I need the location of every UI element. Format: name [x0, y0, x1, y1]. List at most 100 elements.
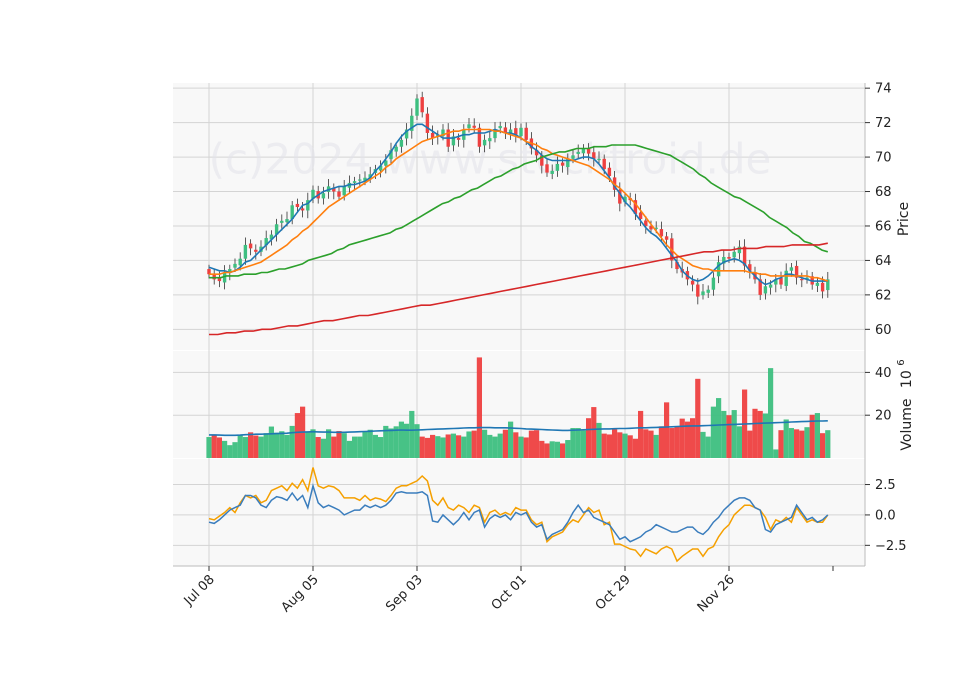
volume-bar: [440, 437, 446, 458]
candle-body: [321, 193, 326, 199]
volume-bar: [206, 437, 212, 458]
candle-body: [716, 262, 721, 277]
candle-body: [711, 277, 716, 290]
candle: [352, 176, 357, 190]
volume-bar: [456, 435, 462, 458]
candle: [378, 160, 383, 178]
macd-tick-label: 0.0: [875, 508, 896, 523]
candle-body: [503, 127, 508, 133]
candle: [706, 285, 710, 298]
candle: [576, 144, 580, 160]
volume-bar: [461, 436, 467, 458]
volume-bar: [305, 431, 311, 458]
candle-body: [467, 124, 471, 129]
volume-bar: [258, 436, 264, 458]
candle-body: [254, 249, 258, 252]
volume-bar: [352, 436, 358, 458]
candle: [623, 192, 627, 207]
candle-body: [758, 279, 762, 295]
candle: [545, 158, 549, 177]
candle: [727, 252, 731, 264]
volume-bar: [222, 440, 228, 458]
candle: [233, 258, 237, 272]
candle-body: [207, 269, 211, 275]
volume-bar: [809, 414, 815, 458]
volume-bar: [658, 426, 664, 458]
volume-bar: [414, 424, 420, 458]
volume-bar: [617, 432, 623, 458]
volume-bar: [450, 433, 456, 458]
volume-bar: [731, 410, 737, 458]
volume-bar: [664, 402, 670, 458]
sma_short-line: [208, 123, 828, 286]
candle-body: [456, 137, 461, 140]
volume-bar: [726, 415, 732, 458]
candle-body: [524, 127, 528, 140]
candle: [748, 259, 752, 279]
volume-bar: [679, 418, 685, 458]
candle-body: [659, 229, 664, 237]
candle: [295, 198, 300, 214]
candle: [482, 134, 487, 153]
candle-body: [415, 98, 419, 116]
volume-bar: [341, 433, 347, 458]
volume-bar: [820, 433, 826, 458]
candle-body: [394, 146, 398, 152]
candle-body: [649, 225, 653, 230]
candle-body: [399, 139, 404, 147]
volume-bar: [357, 436, 363, 458]
candle: [207, 264, 211, 279]
candle: [280, 214, 284, 231]
candle-body: [789, 267, 794, 271]
candle-body: [763, 286, 768, 294]
volume-bar: [825, 430, 831, 458]
candle: [758, 273, 762, 301]
candle: [404, 123, 409, 146]
volume-bar: [705, 436, 711, 458]
price-tick-label: 68: [875, 185, 892, 200]
price-tick-label: 72: [875, 116, 892, 131]
volume-bar: [773, 449, 779, 458]
price-panel: [173, 83, 865, 350]
volume-bar: [606, 434, 612, 458]
candle-body: [732, 251, 736, 258]
candle-body: [607, 167, 612, 177]
volume-bar: [814, 413, 820, 458]
volume-bar: [388, 428, 394, 458]
volume-bar: [591, 407, 597, 458]
volume-bar: [263, 433, 269, 458]
volume-bar: [362, 431, 368, 458]
candle-body: [805, 277, 809, 280]
candle-body: [800, 279, 804, 281]
candle: [800, 272, 804, 288]
candle: [311, 185, 315, 204]
candle: [337, 186, 341, 201]
volume-bar: [596, 422, 602, 458]
candle-body: [690, 280, 695, 285]
candle-body: [285, 219, 289, 223]
candle-body: [675, 261, 679, 270]
candle-body: [342, 186, 346, 196]
volume-bar: [419, 436, 425, 458]
candle-body: [300, 208, 305, 211]
candle-body: [701, 291, 705, 296]
candle: [779, 271, 783, 289]
volume-bar: [279, 431, 285, 458]
volume-bar: [539, 440, 545, 458]
volume-bar: [638, 410, 644, 458]
candle-body: [737, 246, 742, 254]
candle-body: [540, 155, 544, 166]
candle-body: [482, 139, 487, 146]
candle-body: [430, 132, 435, 139]
volume-bar: [242, 437, 248, 458]
volume-bar: [284, 434, 290, 458]
candle: [638, 205, 643, 226]
macd-tick-label: −2.5: [875, 539, 907, 554]
candle-body: [451, 136, 456, 146]
candle-body: [488, 138, 492, 142]
candle-body: [592, 152, 596, 159]
volume-bar: [669, 428, 675, 458]
volume-bar: [253, 435, 259, 458]
volume-bar: [570, 428, 576, 458]
candle-body: [794, 265, 799, 278]
